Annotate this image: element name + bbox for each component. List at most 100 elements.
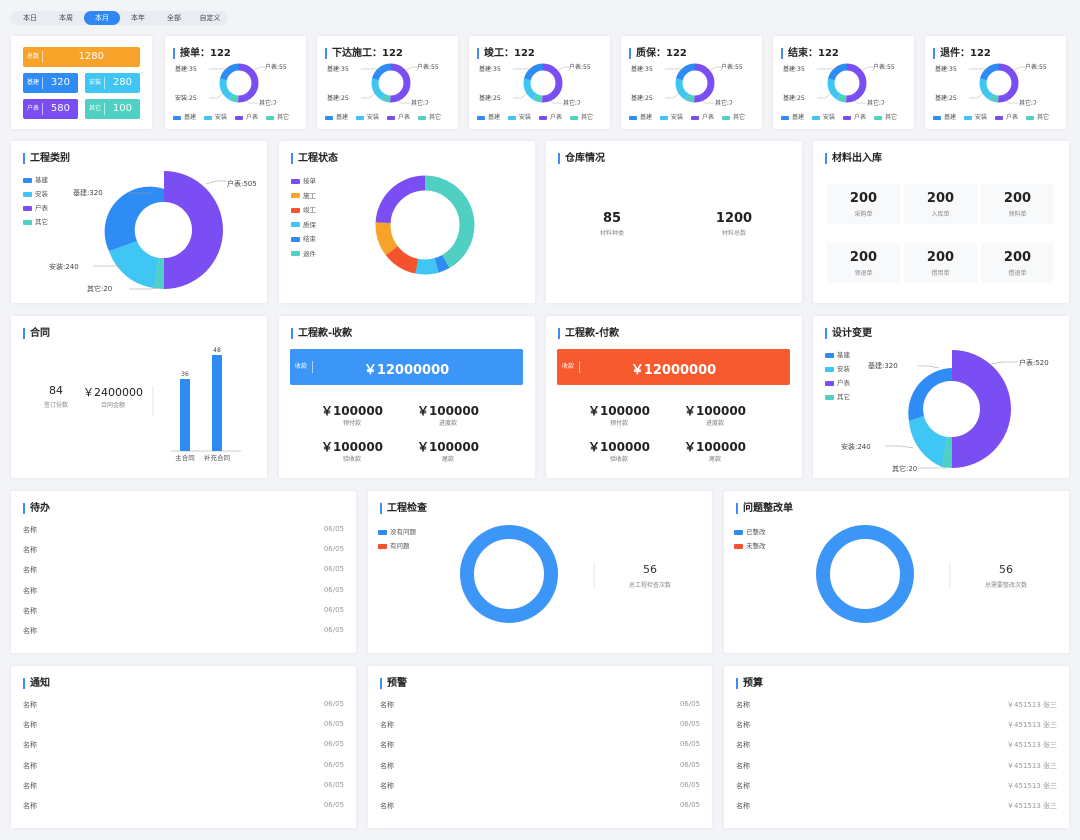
list-item[interactable]: 名称 06/05 bbox=[23, 606, 344, 618]
warehouse-total-label: 材料总数 bbox=[721, 230, 746, 237]
list-item[interactable]: 名称 06/05 bbox=[23, 626, 344, 638]
legend-item: 竣工 bbox=[291, 204, 316, 214]
notice-card: 通知 名称 06/05 名称 06/05 名称 06/05 名称 06/05 名称 06… bbox=[11, 666, 356, 828]
material-item: 200 采购单 bbox=[827, 184, 900, 224]
chart-label: 其它:7 bbox=[715, 99, 733, 107]
list-item[interactable]: 名称 06/05 bbox=[380, 740, 700, 752]
legend-item: 安装 bbox=[964, 112, 987, 121]
list-item[interactable]: 名称 ￥451513 张三 bbox=[736, 761, 1057, 773]
list-item[interactable]: 名称 06/05 bbox=[380, 761, 700, 773]
list-item[interactable]: 名称 06/05 bbox=[23, 781, 344, 793]
list-item-value: ￥451513 张三 bbox=[1007, 761, 1057, 770]
receipt-final-label: 尾款 bbox=[441, 456, 454, 463]
list-item-name: 名称 bbox=[23, 721, 37, 730]
payment-progress-value: ￥100000 bbox=[683, 404, 747, 418]
list-item[interactable]: 名称 06/05 bbox=[23, 700, 344, 712]
list-item[interactable]: 名称 06/05 bbox=[23, 740, 344, 752]
list-item-name: 名称 bbox=[23, 627, 37, 635]
list-item[interactable]: 名称 06/05 bbox=[23, 545, 344, 557]
legend-item: 未整改 bbox=[734, 540, 766, 550]
payment-accept-value: ￥100000 bbox=[587, 440, 651, 454]
list-item[interactable]: 名称 06/05 bbox=[380, 720, 700, 732]
receipt-prepay-label: 预付款 bbox=[342, 420, 361, 427]
card-title: 工程款-付款 bbox=[558, 328, 619, 339]
chart-label: 基建:35 bbox=[327, 65, 349, 73]
list-item-name: 名称 bbox=[23, 526, 37, 534]
summary-jijian-value: 320 bbox=[50, 77, 70, 88]
list-item-name: 名称 bbox=[380, 802, 394, 810]
chart-label: 其它:7 bbox=[867, 99, 885, 107]
list-item[interactable]: 名称 ￥451513 张三 bbox=[736, 781, 1057, 793]
list-item[interactable]: 名称 06/05 bbox=[23, 761, 344, 773]
list-item[interactable]: 名称 06/05 bbox=[380, 781, 700, 793]
list-item[interactable]: 名称 ￥451513 张三 bbox=[736, 700, 1057, 712]
list-item-name: 名称 bbox=[23, 566, 37, 575]
tab-month[interactable]: 本月 bbox=[84, 11, 120, 25]
tab-all[interactable]: 全部 bbox=[167, 14, 181, 22]
card-title: 通知 bbox=[23, 678, 50, 689]
legend-item: 户表 bbox=[23, 202, 48, 212]
list-item[interactable]: 名称 06/05 bbox=[380, 801, 700, 813]
rectify-done-segment bbox=[816, 525, 914, 623]
contract-bar-label: 主合同 bbox=[175, 453, 195, 462]
project-category-card: 工程类别 基建 安装 户表 其它 户表:505 基建:320 安装:240 其它… bbox=[11, 141, 267, 303]
payment-banner-label: 收款 bbox=[562, 361, 581, 373]
chart-label: 基建:320 bbox=[868, 361, 898, 370]
chart-label: 基建:25 bbox=[783, 94, 805, 102]
list-item-name: 名称 bbox=[736, 761, 750, 770]
payment-final-value: ￥100000 bbox=[683, 440, 747, 454]
list-item[interactable]: 名称 ￥451513 张三 bbox=[736, 740, 1057, 752]
receipt-progress-label: 进度款 bbox=[438, 420, 457, 427]
category-rose-chart: 户表:505 基建:320 安装:240 其它:20 bbox=[49, 171, 257, 293]
payment-prepay-label: 预付款 bbox=[609, 420, 628, 427]
stage-card: 退件：122 基建:35 户表:55 基建:25 其它:7 基建 安装 户表 其它 bbox=[925, 36, 1066, 129]
rectify-count: 56 bbox=[999, 563, 1013, 576]
list-item-name: 名称 bbox=[23, 761, 37, 770]
chart-label: 户表:55 bbox=[265, 63, 287, 71]
contract-amount-value: ￥2400000 bbox=[83, 386, 143, 399]
receipt-banner-value: ￥12000000 bbox=[363, 363, 450, 378]
list-item[interactable]: 名称 06/05 bbox=[23, 720, 344, 732]
legend-item: 有问题 bbox=[378, 540, 410, 550]
legend-item: 安装 bbox=[508, 112, 531, 121]
list-item[interactable]: 名称 ￥451513 张三 bbox=[736, 801, 1057, 813]
card-title: 质保：122 bbox=[629, 48, 687, 59]
summary-jijian: 基建 320 bbox=[23, 73, 78, 93]
tab-year[interactable]: 本年 bbox=[131, 14, 145, 22]
rectify-donut-chart bbox=[816, 525, 951, 623]
list-item[interactable]: 名称 ￥451513 张三 bbox=[736, 720, 1057, 732]
tab-week[interactable]: 本周 bbox=[59, 14, 73, 22]
material-item-label: 借用单 bbox=[931, 270, 950, 277]
chart-label: 其它:7 bbox=[259, 99, 277, 107]
tab-custom[interactable]: 自定义 bbox=[199, 14, 221, 22]
material-item-label: 领退单 bbox=[854, 270, 873, 277]
list-item-date: 06/05 bbox=[679, 740, 700, 749]
summary-anzhuang-value: 280 bbox=[112, 77, 132, 88]
list-item-date: 06/05 bbox=[679, 801, 700, 809]
contract-count-value: 84 bbox=[49, 384, 63, 397]
list-item[interactable]: 名称 06/05 bbox=[23, 565, 344, 577]
inspection-donut-chart bbox=[460, 525, 595, 623]
summary-qita: 其它 100 bbox=[85, 99, 140, 119]
legend-item: 基建 bbox=[933, 112, 956, 121]
list-item-date: 06/05 bbox=[679, 780, 700, 789]
chart-label: 其它:7 bbox=[411, 99, 429, 107]
legend-item: 结束 bbox=[291, 233, 316, 243]
chart-label: 户表:55 bbox=[873, 63, 895, 71]
payment-final-label: 尾款 bbox=[708, 456, 721, 463]
card-title: 工程检查 bbox=[380, 503, 427, 514]
contract-amount-label: 合同金额 bbox=[100, 402, 125, 409]
chart-label: 其它:7 bbox=[1019, 99, 1037, 107]
chart-label: 基建:35 bbox=[479, 65, 501, 73]
inspection-count: 56 bbox=[643, 563, 657, 576]
legend-item: 其它 bbox=[722, 112, 745, 121]
list-item[interactable]: 名称 06/05 bbox=[23, 525, 344, 537]
payment-card: 工程款-付款 收款 ￥12000000 ￥100000 预付款 ￥100000 … bbox=[546, 316, 802, 478]
list-item[interactable]: 名称 06/05 bbox=[380, 700, 700, 712]
chart-label: 其它:20 bbox=[87, 284, 112, 293]
list-item[interactable]: 名称 06/05 bbox=[23, 586, 344, 598]
legend-item: 安装 bbox=[660, 112, 683, 121]
list-item[interactable]: 名称 06/05 bbox=[23, 801, 344, 813]
card-title: 合同 bbox=[23, 328, 50, 339]
tab-today[interactable]: 本日 bbox=[23, 14, 37, 22]
